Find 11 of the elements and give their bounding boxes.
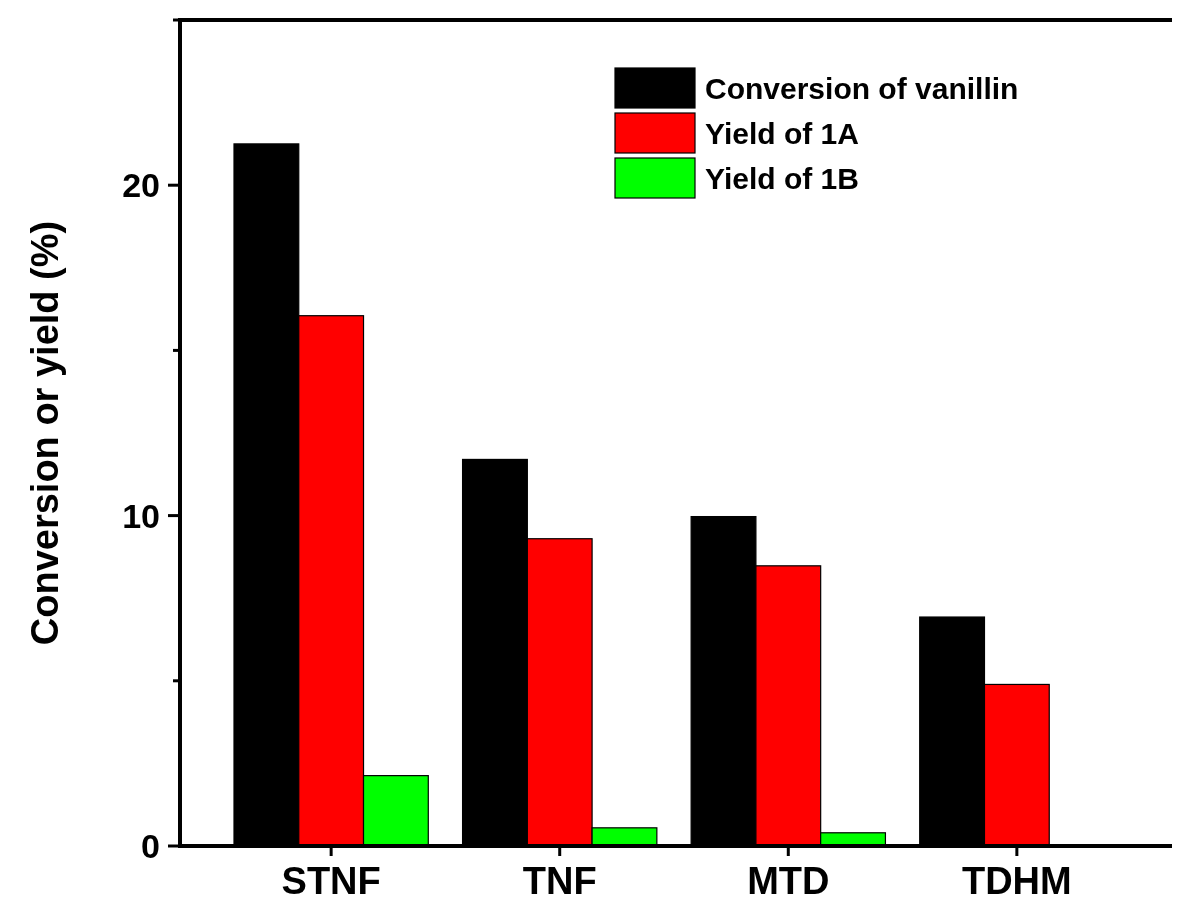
y-tick-label: 10 <box>122 496 160 535</box>
legend-label: Yield of 1A <box>705 116 859 150</box>
x-tick-label: TDHM <box>961 860 1072 902</box>
x-tick-label: TNF <box>522 860 597 902</box>
x-tick-label: STNF <box>281 860 381 902</box>
y-tick-label: 20 <box>122 166 160 205</box>
y-tick-label: 0 <box>141 826 160 865</box>
y-axis-title: Conversion or yield (%) <box>24 220 66 646</box>
x-tick-label: MTD <box>747 860 830 902</box>
legend-label: Conversion of vanillin <box>705 71 1019 105</box>
legend-label: Yield of 1B <box>705 161 859 195</box>
